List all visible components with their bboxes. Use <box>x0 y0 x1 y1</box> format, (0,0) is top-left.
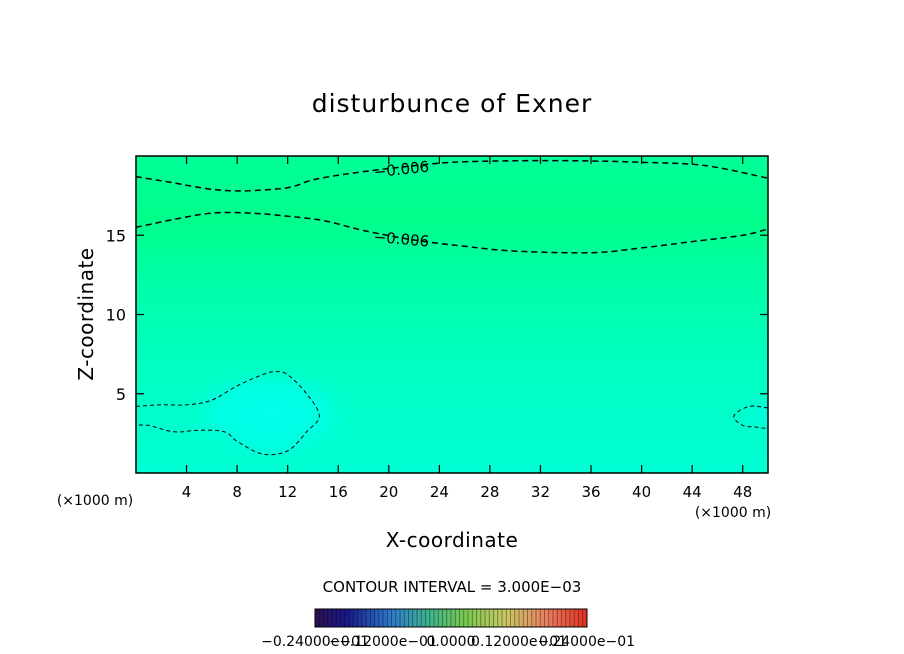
y-tick-label: 15 <box>106 226 126 245</box>
x-tick-label: 44 <box>683 483 702 501</box>
x-tick-label: 32 <box>531 483 550 501</box>
colorbar-gradient <box>315 609 587 627</box>
colorbar-bins <box>318 609 584 627</box>
x-axis-label: X-coordinate <box>386 528 519 552</box>
colorbar-label: 0.24000e−01 <box>539 634 635 650</box>
colorbar-labels: −0.24000e−01−0.12000e−010.00000.12000e−0… <box>261 634 635 650</box>
y-tick-label: 5 <box>116 385 126 404</box>
x-tick-label: 28 <box>480 483 499 501</box>
x-tick-label: 48 <box>733 483 752 501</box>
x-tick-label: 8 <box>232 483 242 501</box>
contour-line <box>136 371 320 456</box>
y-tick-label: 10 <box>106 306 126 325</box>
x-tick-label: 20 <box>379 483 398 501</box>
y-axis-label: Z-coordinate <box>74 247 98 380</box>
chart-title: disturbunce of Exner <box>312 89 593 118</box>
contour-label: −0.006 <box>373 158 430 182</box>
contour-line <box>136 211 768 254</box>
contour-interval-text: CONTOUR INTERVAL = 3.000E−03 <box>323 578 582 596</box>
x-tick-label: 40 <box>632 483 651 501</box>
contour-line <box>733 405 768 430</box>
field-low-region-left <box>180 365 360 465</box>
contour-labels: −0.006 −0.006 <box>373 158 430 251</box>
contour-lines <box>136 159 768 456</box>
colorbar-frame <box>314 608 588 628</box>
x-tick-label: 4 <box>182 483 192 501</box>
colorbar-label: −0.12000e−01 <box>329 634 437 650</box>
z-unit-label: (×1000 m) <box>57 493 133 509</box>
x-tick-label: 36 <box>581 483 600 501</box>
colorbar: −0.24000e−01−0.12000e−010.00000.12000e−0… <box>261 608 635 650</box>
colorbar-label: −0.24000e−01 <box>261 634 369 650</box>
colorbar-label: 0.12000e−01 <box>471 634 567 650</box>
x-tick-label: 12 <box>278 483 297 501</box>
field-low-region-right <box>730 393 768 437</box>
contour-line <box>136 159 768 192</box>
x-unit-label: (×1000 m) <box>695 505 771 521</box>
x-tick-label: 16 <box>329 483 348 501</box>
colorbar-label: 0.0000 <box>427 634 476 650</box>
x-tick-label: 24 <box>430 483 449 501</box>
contour-label: −0.006 <box>373 228 430 251</box>
